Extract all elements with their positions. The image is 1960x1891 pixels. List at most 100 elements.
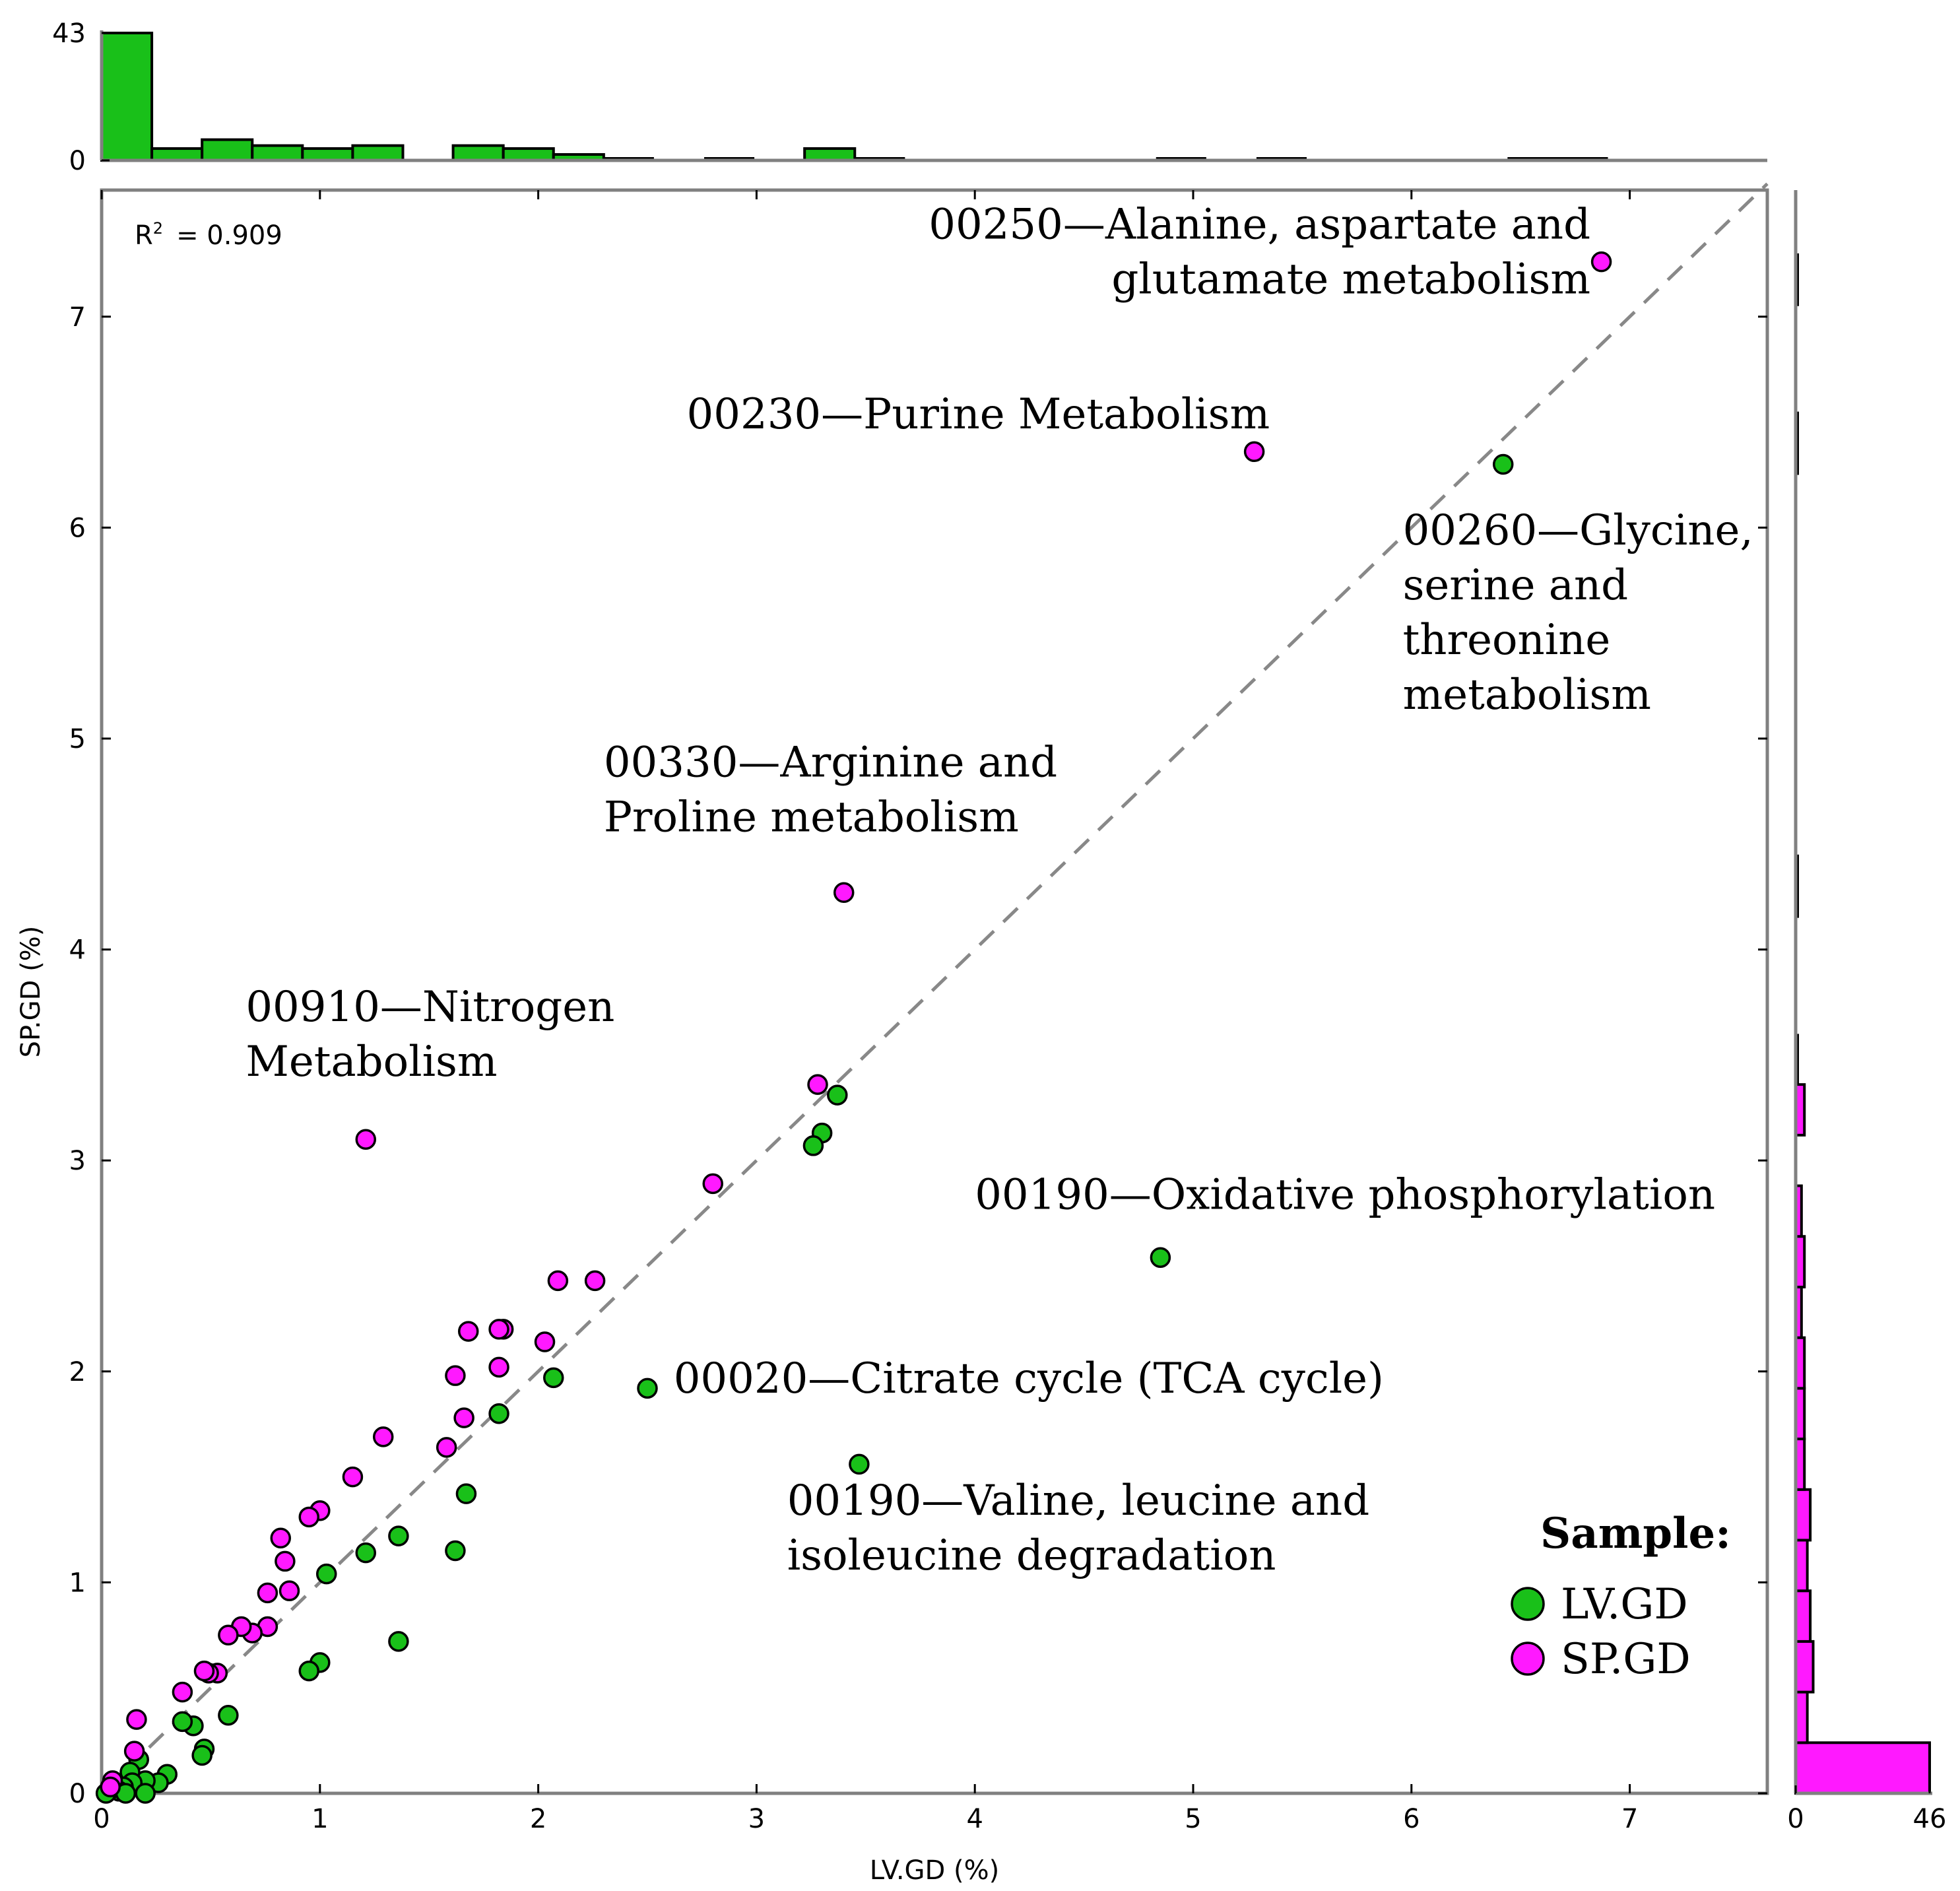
data-point: [278, 1580, 300, 1601]
annotation-label: threonine: [1403, 616, 1611, 665]
annotation-label: serine and: [1403, 561, 1629, 610]
right-histogram-bar: [1794, 1589, 1812, 1643]
top-histogram-bar: [100, 32, 154, 162]
data-point: [584, 1270, 606, 1292]
r-squared-label: R2 = 0.909: [135, 219, 282, 251]
data-point: [270, 1527, 292, 1549]
data-point: [172, 1711, 193, 1733]
plot-frame: [100, 188, 1769, 1795]
data-point: [315, 1563, 337, 1585]
data-point: [453, 1407, 474, 1428]
data-point: [534, 1331, 556, 1352]
data-point: [257, 1582, 278, 1604]
legend-marker: [1511, 1642, 1545, 1676]
data-point: [1243, 441, 1265, 463]
top-histogram-tick-label: 0: [69, 146, 86, 176]
data-point: [849, 1453, 870, 1475]
data-point: [355, 1542, 377, 1564]
right-histogram-bar: [1794, 1741, 1931, 1795]
series-lv-gd: [95, 453, 1514, 1804]
x-tick-label: 1: [311, 1804, 328, 1834]
x-tick-label: 2: [530, 1804, 546, 1834]
x-tick-label: 0: [93, 1804, 110, 1834]
data-point: [547, 1270, 569, 1292]
right-histogram-tick-label: 46: [1913, 1804, 1947, 1834]
y-tick-label: 5: [69, 724, 86, 754]
annotation-label: 00190—Oxidative phosphorylation: [975, 1171, 1715, 1220]
top-histogram: 0 43: [52, 18, 1767, 176]
x-tick-label: 7: [1621, 1804, 1638, 1834]
data-point: [445, 1365, 466, 1386]
data-point: [355, 1129, 377, 1150]
data-point: [298, 1506, 320, 1528]
data-point: [1150, 1247, 1171, 1268]
data-point: [802, 1135, 824, 1156]
data-point: [372, 1426, 394, 1447]
series-sp-gd: [100, 251, 1612, 1798]
data-point: [436, 1437, 457, 1458]
main-plot-area: 0 1 2 3 4 5 6 7 0 1 2 3 4 5 6 7 LV.GD (%) SP.GD (%) R2 = 0.…: [16, 182, 1769, 1886]
annotation-label: 00260—Glycine,: [1403, 506, 1753, 555]
top-histogram-bar: [803, 147, 857, 162]
data-point: [191, 1744, 212, 1766]
annotation-label: glutamate metabolism: [1111, 255, 1590, 304]
legend-entry-label: LV.GD: [1561, 1580, 1688, 1629]
annotations: 00250—Alanine, aspartate and glutamate me…: [245, 201, 1753, 1581]
annotation-label: Metabolism: [245, 1038, 497, 1086]
legend-entry-label: SP.GD: [1561, 1635, 1691, 1684]
data-point: [218, 1704, 239, 1726]
x-tick-label: 5: [1185, 1804, 1201, 1834]
legend-title: Sample:: [1540, 1509, 1731, 1558]
identity-reference-line: [100, 182, 1769, 1795]
top-histogram-bar: [150, 147, 204, 162]
data-point: [455, 1483, 477, 1504]
right-histogram-bar: [1794, 1690, 1809, 1744]
data-point: [807, 1074, 828, 1095]
annotation-label: 00020—Citrate cycle (TCA cycle): [674, 1354, 1384, 1403]
top-histogram-bar: [502, 147, 555, 162]
right-histogram-bar: [1794, 1488, 1812, 1542]
right-histogram: 0 46: [1787, 190, 1946, 1834]
data-point: [218, 1624, 239, 1646]
annotation-label: Proline metabolism: [604, 793, 1019, 842]
y-tick-label: 1: [69, 1568, 86, 1598]
data-point: [457, 1321, 479, 1342]
data-point: [445, 1540, 466, 1562]
annotation-label: isoleucine degradation: [787, 1531, 1276, 1580]
y-axis-label: SP.GD (%): [16, 926, 46, 1058]
data-point: [1492, 453, 1514, 475]
top-histogram-bar: [251, 144, 304, 162]
data-point: [488, 1319, 509, 1340]
right-histogram-bar: [1794, 1539, 1809, 1593]
y-tick-label: 4: [69, 935, 86, 966]
data-point: [388, 1631, 409, 1652]
data-point: [702, 1173, 723, 1195]
data-point: [637, 1377, 658, 1399]
top-histogram-bar: [301, 147, 354, 162]
top-histogram-tick-label: 43: [52, 18, 86, 49]
top-histogram-bar: [351, 144, 405, 162]
annotation-label: 00250—Alanine, aspartate and: [929, 201, 1590, 249]
y-tick-label: 3: [69, 1146, 86, 1176]
data-point: [342, 1466, 364, 1488]
right-histogram-tick-label: 0: [1787, 1804, 1804, 1834]
data-point: [488, 1403, 509, 1424]
data-point: [833, 882, 855, 904]
annotation-label: metabolism: [1403, 671, 1651, 719]
data-point: [135, 1783, 156, 1804]
top-histogram-bar: [201, 138, 254, 162]
x-tick-label: 6: [1403, 1804, 1420, 1834]
legend: Sample: LV.GD SP.GD: [1511, 1509, 1731, 1684]
annotation-label: 00230—Purine Metabolism: [687, 390, 1270, 439]
y-tick-label: 7: [69, 302, 86, 333]
y-tick-label: 2: [69, 1357, 86, 1387]
x-axis-label: LV.GD (%): [870, 1855, 1000, 1886]
y-tick-label: 6: [69, 513, 86, 543]
y-tick-label: 0: [69, 1779, 86, 1809]
top-histogram-bar: [451, 144, 505, 162]
data-point: [123, 1741, 145, 1762]
data-point: [543, 1367, 564, 1389]
data-point: [193, 1660, 215, 1682]
right-histogram-bar: [1794, 1640, 1815, 1694]
